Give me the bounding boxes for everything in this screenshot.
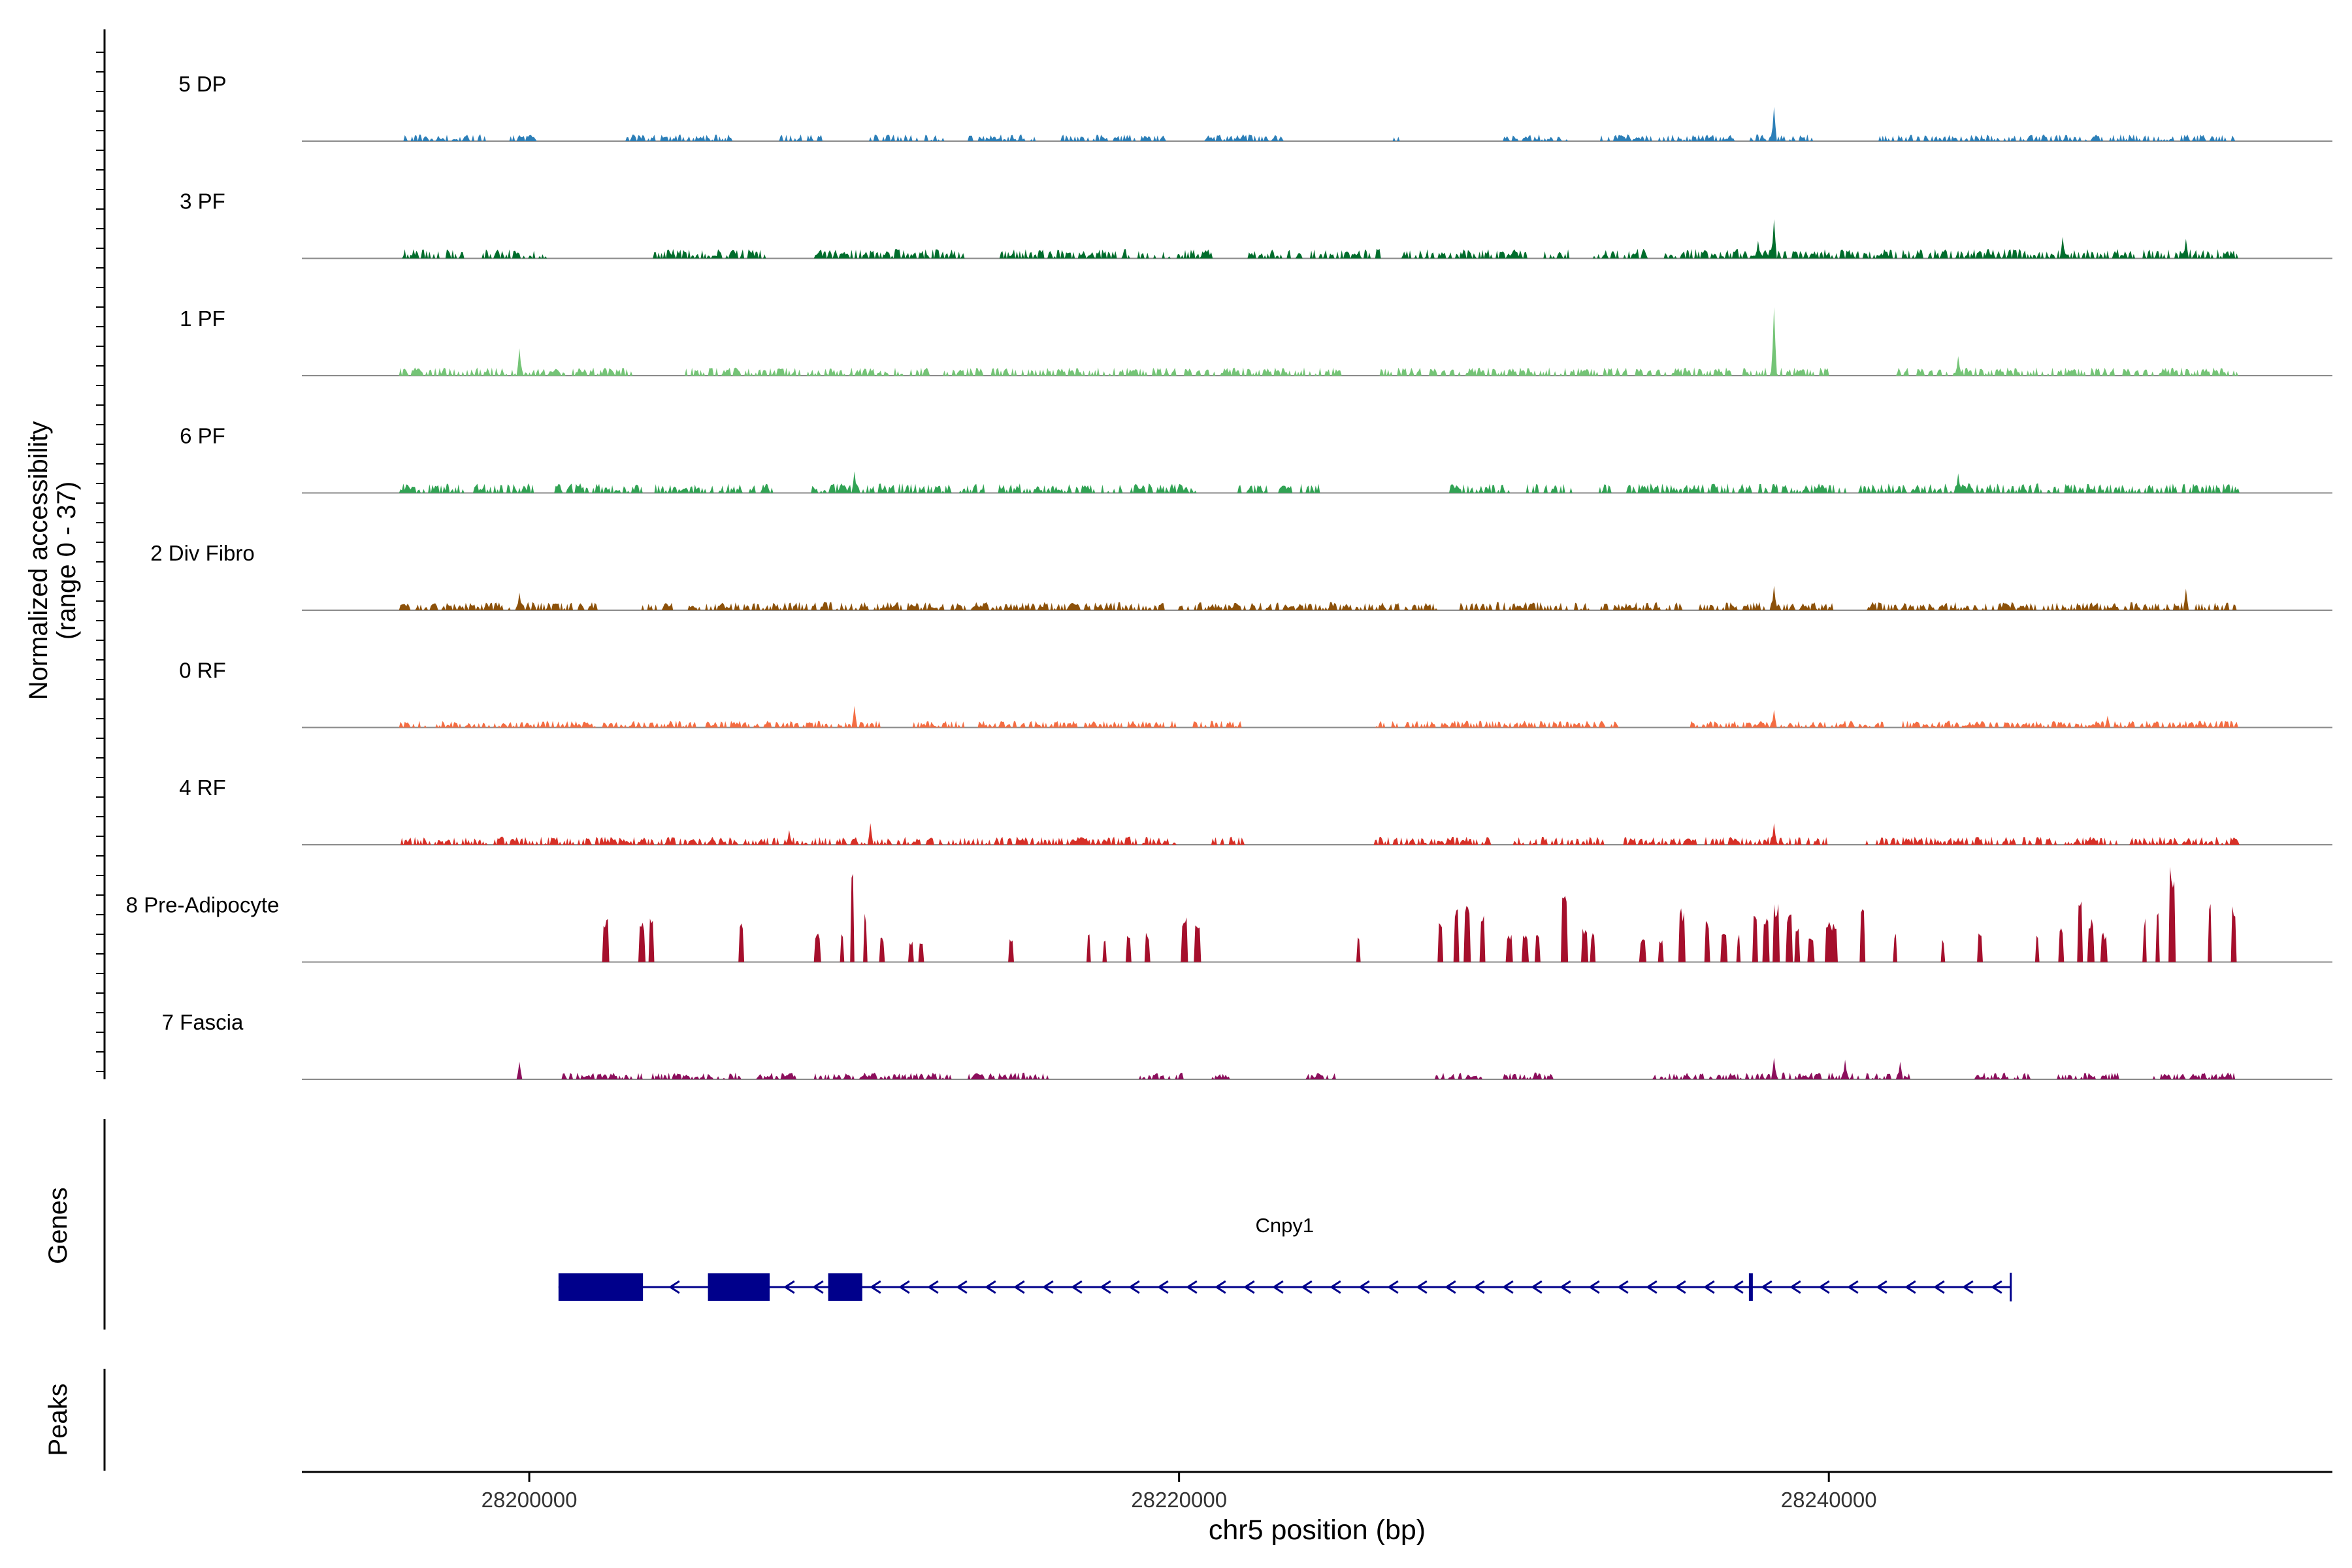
track-2-div-fibro: 2 Div Fibro bbox=[150, 541, 2332, 611]
strand-arrow bbox=[1991, 1280, 2002, 1294]
strand-arrow bbox=[1071, 1280, 1083, 1294]
strand-arrow bbox=[1847, 1280, 1859, 1294]
strand-arrow bbox=[1646, 1280, 1658, 1294]
strand-arrow bbox=[1617, 1280, 1629, 1294]
strand-arrow bbox=[1272, 1280, 1284, 1294]
strand-arrow bbox=[1502, 1280, 1514, 1294]
strand-arrow bbox=[1186, 1280, 1198, 1294]
track-label: 0 RF bbox=[179, 659, 226, 683]
coverage-tracks: 5 DP 3 PF 1 PF 6 PF 2 Div Fibro 0 RF 4 RF 8 Pre… bbox=[126, 72, 2332, 1080]
y-axis-title-line2: (range 0 - 37) bbox=[52, 482, 81, 640]
track-8-pre-adipocyte: 8 Pre-Adipocyte bbox=[126, 866, 2332, 963]
strand-arrow bbox=[1761, 1280, 1772, 1294]
strand-arrow bbox=[927, 1280, 939, 1294]
y-axis-title-line1: Normalized accessibility bbox=[24, 421, 53, 700]
strand-arrow bbox=[1042, 1280, 1054, 1294]
strand-arrow bbox=[1588, 1280, 1600, 1294]
strand-arrow bbox=[956, 1280, 968, 1294]
track-label: 3 PF bbox=[180, 189, 225, 214]
strand-arrow bbox=[870, 1280, 881, 1294]
x-tick-label: 28200000 bbox=[482, 1488, 578, 1512]
track-coverage-area bbox=[302, 307, 2332, 376]
track-6-pf: 6 PF bbox=[180, 424, 2332, 494]
strand-arrow bbox=[1904, 1280, 1916, 1294]
track-coverage-area bbox=[302, 866, 2332, 962]
track-coverage-area bbox=[302, 823, 2332, 845]
strand-arrow bbox=[985, 1280, 996, 1294]
track-coverage-area bbox=[302, 219, 2332, 259]
x-axis-title: chr5 position (bp) bbox=[1209, 1514, 1426, 1546]
strand-arrow bbox=[1789, 1280, 1801, 1294]
genes-panel-title: Genes bbox=[44, 1187, 73, 1264]
strand-arrow bbox=[1962, 1280, 1974, 1294]
strand-arrow bbox=[1128, 1280, 1140, 1294]
strand-arrow bbox=[1674, 1280, 1686, 1294]
track-coverage-area bbox=[302, 106, 2332, 141]
gene-exon bbox=[1748, 1273, 1753, 1301]
gene-exon bbox=[708, 1273, 770, 1301]
track-coverage-area bbox=[302, 706, 2332, 728]
strand-arrow bbox=[1215, 1280, 1226, 1294]
track-4-rf: 4 RF bbox=[179, 776, 2332, 845]
strand-arrow bbox=[1243, 1280, 1255, 1294]
track-5-dp: 5 DP bbox=[178, 72, 2332, 142]
strand-arrow bbox=[1473, 1280, 1485, 1294]
coverage-y-axis bbox=[96, 29, 106, 1079]
strand-arrow bbox=[1301, 1280, 1313, 1294]
gene-exon bbox=[558, 1273, 644, 1301]
track-label: 7 Fascia bbox=[162, 1010, 244, 1034]
peaks-panel: Peaks bbox=[44, 1369, 106, 1471]
x-axis-ticks: 28200000 28220000 28240000 bbox=[482, 1472, 1877, 1512]
strand-arrow bbox=[1387, 1280, 1399, 1294]
strand-arrow bbox=[812, 1280, 824, 1294]
track-0-rf: 0 RF bbox=[179, 659, 2332, 728]
track-coverage-area bbox=[302, 471, 2332, 493]
strand-arrow bbox=[1445, 1280, 1456, 1294]
track-label: 5 DP bbox=[178, 72, 226, 96]
track-3-pf: 3 PF bbox=[180, 189, 2332, 259]
genes-panel: Genes Cnpy1 bbox=[44, 1119, 2012, 1330]
strand-arrow bbox=[898, 1280, 910, 1294]
track-7-fascia: 7 Fascia bbox=[162, 1010, 2332, 1080]
x-tick-label: 28240000 bbox=[1781, 1488, 1877, 1512]
strand-arrow bbox=[1330, 1280, 1341, 1294]
strand-arrow bbox=[1157, 1280, 1169, 1294]
strand-arrow bbox=[1818, 1280, 1830, 1294]
strand-arrow bbox=[1100, 1280, 1111, 1294]
coverage-y-axis-ticks bbox=[96, 52, 105, 1072]
strand-arrow bbox=[1416, 1280, 1428, 1294]
peaks-panel-title: Peaks bbox=[44, 1383, 73, 1456]
track-1-pf: 1 PF bbox=[180, 306, 2332, 376]
track-coverage-area bbox=[302, 585, 2332, 610]
track-label: 4 RF bbox=[179, 776, 226, 800]
gene-exon bbox=[828, 1273, 862, 1301]
strand-arrow bbox=[1560, 1280, 1571, 1294]
strand-arrow bbox=[1531, 1280, 1543, 1294]
strand-arrow bbox=[1732, 1280, 1744, 1294]
strand-arrow bbox=[1876, 1280, 1887, 1294]
strand-arrow bbox=[668, 1280, 680, 1294]
x-axis: 28200000 28220000 28240000 chr5 position (… bbox=[302, 1471, 2332, 1546]
track-label: 6 PF bbox=[180, 424, 225, 448]
track-coverage-area bbox=[302, 1058, 2332, 1079]
strand-arrow bbox=[1358, 1280, 1370, 1294]
strand-arrow bbox=[1013, 1280, 1025, 1294]
gene-label: Cnpy1 bbox=[1255, 1214, 1314, 1237]
strand-arrow bbox=[1703, 1280, 1715, 1294]
track-label: 1 PF bbox=[180, 306, 225, 331]
track-label: 2 Div Fibro bbox=[150, 541, 255, 565]
gene-cnpy1 bbox=[558, 1273, 2012, 1301]
strand-arrow bbox=[1933, 1280, 1945, 1294]
x-tick-label: 28220000 bbox=[1131, 1488, 1227, 1512]
strand-arrow bbox=[783, 1280, 795, 1294]
track-label: 8 Pre-Adipocyte bbox=[126, 893, 280, 917]
